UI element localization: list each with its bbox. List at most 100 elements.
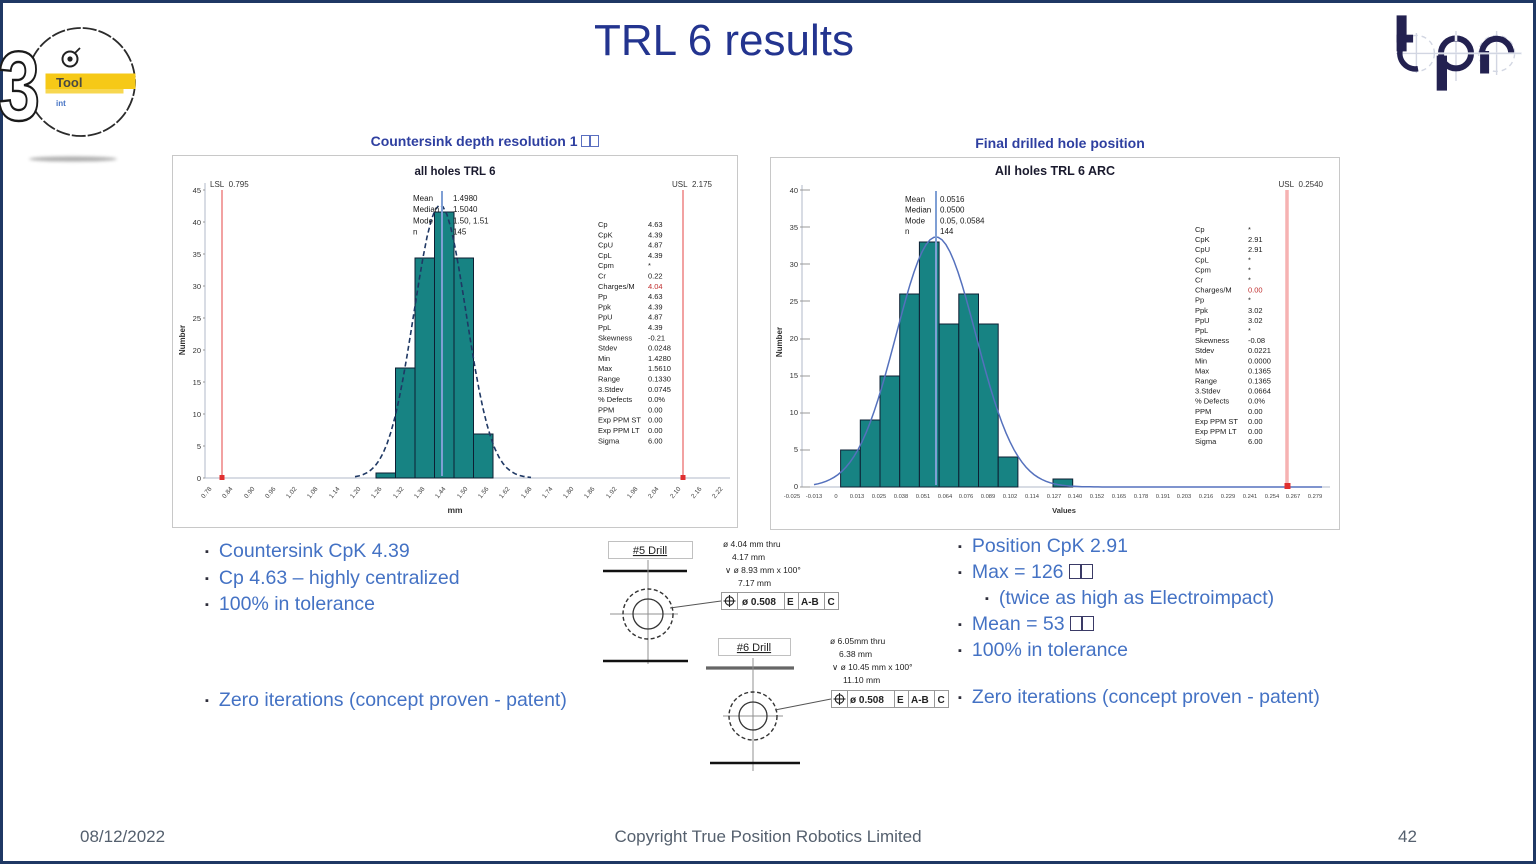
svg-text:CpK: CpK [1195, 235, 1210, 244]
svg-text:USL 0.2540: USL 0.2540 [1279, 180, 1324, 189]
svg-text:CpL: CpL [1195, 255, 1209, 264]
svg-text:20: 20 [790, 334, 798, 343]
svg-text:Cpm: Cpm [598, 261, 614, 270]
svg-text:0.051: 0.051 [916, 494, 931, 500]
svg-text:Exp PPM LT: Exp PPM LT [598, 426, 640, 435]
svg-text:n: n [905, 227, 909, 236]
svg-text:% Defects: % Defects [598, 395, 632, 404]
svg-text:-0.013: -0.013 [806, 494, 822, 500]
svg-text:0.00: 0.00 [1248, 427, 1263, 436]
svg-text:Cp: Cp [1195, 225, 1205, 234]
svg-text:0.0500: 0.0500 [940, 206, 965, 215]
svg-text:35: 35 [790, 223, 798, 232]
svg-text:40: 40 [790, 186, 798, 195]
svg-text:*: * [1248, 276, 1251, 285]
svg-text:0.038: 0.038 [894, 494, 909, 500]
svg-text:∨ ø 10.45 mm x 100°: ∨ ø 10.45 mm x 100° [832, 662, 912, 672]
svg-text:0.00: 0.00 [1248, 286, 1263, 295]
svg-text:PpU: PpU [1195, 316, 1210, 325]
svg-text:3: 3 [0, 31, 40, 141]
svg-text:30: 30 [790, 260, 798, 269]
svg-text:4.63: 4.63 [648, 292, 663, 301]
svg-text:-0.08: -0.08 [1248, 336, 1265, 345]
svg-text:All holes TRL 6 ARC: All holes TRL 6 ARC [995, 164, 1115, 178]
svg-text:25: 25 [790, 297, 798, 306]
svg-text:ø 6.05mm thru: ø 6.05mm thru [830, 636, 886, 646]
svg-text:1.4980: 1.4980 [453, 194, 478, 203]
svg-text:Stdev: Stdev [1195, 346, 1214, 355]
svg-text:0.076: 0.076 [959, 494, 974, 500]
svg-text:Charges/M: Charges/M [1195, 286, 1232, 295]
svg-text:*: * [1248, 255, 1251, 264]
svg-text:0.00: 0.00 [1248, 407, 1263, 416]
svg-text:0.165: 0.165 [1112, 494, 1127, 500]
svg-text:Median: Median [413, 205, 439, 214]
svg-text:0.0745: 0.0745 [648, 385, 671, 394]
svg-text:144: 144 [940, 227, 954, 236]
svg-text:ø 4.04 mm thru: ø 4.04 mm thru [723, 539, 781, 549]
svg-text:Min: Min [598, 354, 610, 363]
svg-text:Skewness: Skewness [598, 333, 632, 342]
svg-text:Range: Range [598, 375, 620, 384]
svg-text:0.216: 0.216 [1199, 494, 1214, 500]
svg-text:Cr: Cr [598, 272, 606, 281]
svg-text:0.152: 0.152 [1090, 494, 1105, 500]
svg-text:0.114: 0.114 [1025, 494, 1040, 500]
svg-text:Cp: Cp [598, 220, 608, 229]
svg-text:25: 25 [193, 314, 201, 323]
svg-text:7.17 mm: 7.17 mm [738, 578, 771, 588]
svg-text:4.39: 4.39 [648, 323, 663, 332]
svg-text:0.127: 0.127 [1047, 494, 1062, 500]
svg-text:0: 0 [197, 474, 201, 483]
svg-text:Skewness: Skewness [1195, 336, 1229, 345]
svg-text:*: * [1248, 326, 1251, 335]
svg-text:ø 0.508: ø 0.508 [742, 597, 776, 608]
svg-text:Range: Range [1195, 377, 1217, 386]
svg-text:0.0664: 0.0664 [1248, 387, 1271, 396]
svg-text:10: 10 [790, 408, 798, 417]
svg-text:all holes TRL 6: all holes TRL 6 [415, 166, 496, 178]
svg-text:0.229: 0.229 [1221, 494, 1236, 500]
svg-text:0: 0 [834, 494, 837, 500]
svg-text:*: * [1248, 225, 1251, 234]
svg-text:1.4280: 1.4280 [648, 354, 671, 363]
svg-text:0.267: 0.267 [1286, 494, 1301, 500]
svg-text:0.0248: 0.0248 [648, 344, 671, 353]
svg-text:CpL: CpL [598, 251, 612, 260]
svg-text:*: * [1248, 296, 1251, 305]
svg-text:*: * [648, 261, 651, 270]
svg-text:n: n [413, 228, 417, 237]
svg-text:0.1365: 0.1365 [1248, 377, 1271, 386]
svg-text:0: 0 [794, 482, 798, 491]
svg-text:Mean: Mean [413, 194, 433, 203]
svg-text:5: 5 [794, 445, 798, 454]
svg-text:Mean: Mean [905, 195, 925, 204]
svg-text:CpK: CpK [598, 230, 613, 239]
svg-text:E: E [787, 597, 794, 608]
svg-text:0.102: 0.102 [1003, 494, 1018, 500]
svg-text:2.91: 2.91 [1248, 245, 1263, 254]
svg-text:Max: Max [598, 364, 612, 373]
svg-text:PpL: PpL [1195, 326, 1208, 335]
svg-text:0.254: 0.254 [1265, 494, 1280, 500]
svg-text:4.63: 4.63 [648, 220, 663, 229]
svg-text:0.0%: 0.0% [648, 395, 665, 404]
svg-text:11.10 mm: 11.10 mm [843, 675, 880, 685]
svg-text:PPM: PPM [598, 405, 614, 414]
svg-text:Max: Max [1195, 366, 1209, 375]
svg-text:45: 45 [193, 186, 201, 195]
svg-text:-0.21: -0.21 [648, 333, 665, 342]
svg-text:Stdev: Stdev [598, 344, 617, 353]
svg-text:Ppk: Ppk [598, 302, 611, 311]
svg-text:10: 10 [193, 410, 201, 419]
svg-text:15: 15 [193, 378, 201, 387]
svg-text:% Defects: % Defects [1195, 397, 1229, 406]
svg-text:Exp PPM ST: Exp PPM ST [598, 416, 641, 425]
svg-text:0.1365: 0.1365 [1248, 366, 1271, 375]
svg-text:Sigma: Sigma [598, 436, 620, 445]
svg-text:4.87: 4.87 [648, 313, 663, 322]
svg-text:0.241: 0.241 [1243, 494, 1258, 500]
svg-text:0.140: 0.140 [1068, 494, 1083, 500]
svg-text:int: int [56, 99, 66, 108]
svg-text:0.0221: 0.0221 [1248, 346, 1271, 355]
